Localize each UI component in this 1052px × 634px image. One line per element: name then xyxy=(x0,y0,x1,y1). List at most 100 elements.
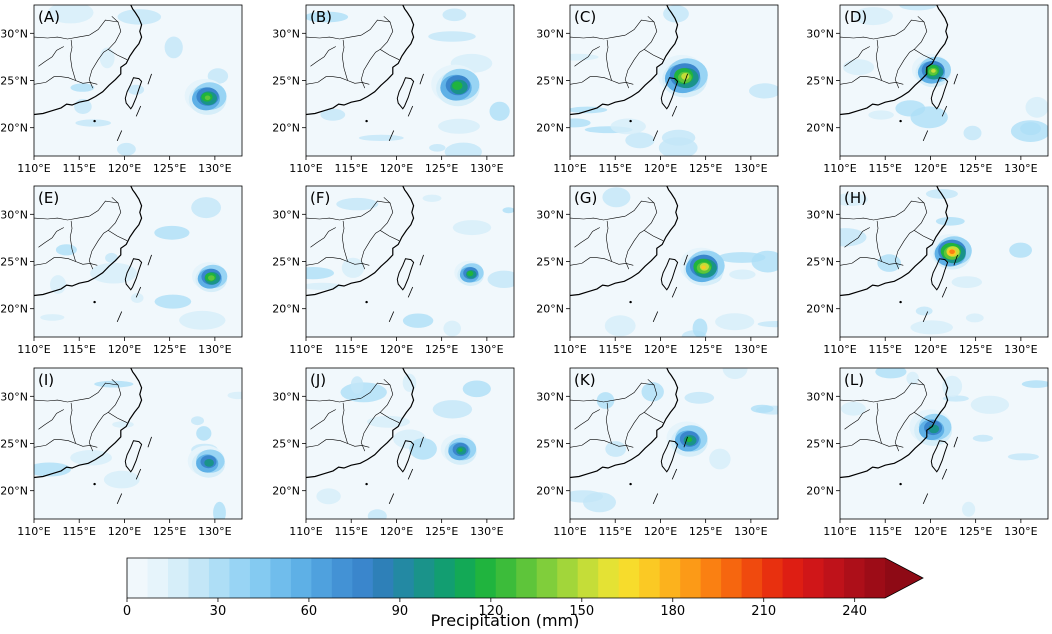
province-boundary xyxy=(574,237,589,248)
light-rain-patch xyxy=(915,306,933,316)
lon-tick-label: 125°E xyxy=(959,162,992,175)
province-boundary xyxy=(310,56,325,67)
province-boundary xyxy=(34,439,98,448)
province-boundary xyxy=(323,409,336,421)
light-rain-patch xyxy=(729,269,756,280)
light-rain-patch xyxy=(718,252,766,263)
panel: (B) 110°E 115°E 120°E 125°E 130°E 20°N 25°N 30°N xyxy=(272,4,515,175)
province-boundary xyxy=(895,382,925,399)
colorbar-tick-label: 120 xyxy=(478,604,503,619)
light-rain-patch xyxy=(428,31,476,42)
province-boundary xyxy=(341,39,348,81)
colorbar-segment xyxy=(208,558,231,598)
light-rain-patch xyxy=(840,193,868,206)
lat-tick-label: 20°N xyxy=(0,122,28,135)
lat-tick-label: 25°N xyxy=(536,256,564,269)
lon-tick-label: 110°E xyxy=(289,343,322,356)
light-rain-patch xyxy=(179,310,226,330)
colorbar-segment xyxy=(290,558,312,598)
island-mark xyxy=(899,119,902,123)
lat-tick-label: 20°N xyxy=(536,122,564,135)
taiwan-outline xyxy=(124,258,143,291)
light-rain-patch xyxy=(341,257,365,278)
colorbar-segment xyxy=(700,558,722,598)
lat-tick-label: 25°N xyxy=(536,438,564,451)
light-rain-patch xyxy=(462,380,491,398)
province-boundary xyxy=(88,230,109,270)
province-boundary xyxy=(88,49,109,89)
light-rain-patch xyxy=(757,321,778,328)
province-boundary xyxy=(894,412,915,452)
light-rain-patch xyxy=(196,426,212,441)
light-rain-patch xyxy=(684,391,715,404)
coastline xyxy=(840,186,949,297)
colorbar-segment xyxy=(495,558,517,598)
lon-tick-label: 125°E xyxy=(153,343,186,356)
lon-tick-label: 125°E xyxy=(153,162,186,175)
lat-tick-label: 20°N xyxy=(806,122,834,135)
light-rain-patch xyxy=(213,501,226,519)
province-boundary xyxy=(380,412,400,423)
province-boundary xyxy=(360,230,381,270)
island-mark xyxy=(953,254,958,266)
lon-tick-label: 130°E xyxy=(470,162,503,175)
lat-tick-label: 25°N xyxy=(272,75,300,88)
light-rain-patch xyxy=(1007,453,1039,461)
lon-tick-label: 110°E xyxy=(17,162,50,175)
light-rain-patch xyxy=(942,395,969,402)
lon-tick-label: 125°E xyxy=(153,525,186,538)
province-boundary xyxy=(913,197,928,231)
province-boundary xyxy=(587,227,600,239)
province-boundary xyxy=(875,402,882,444)
light-rain-patch xyxy=(443,320,462,337)
light-rain-patch xyxy=(34,462,71,477)
coastline xyxy=(306,186,415,297)
panel-label: (D) xyxy=(844,8,867,26)
light-rain-patch xyxy=(402,373,417,392)
province-boundary xyxy=(360,412,381,452)
lon-tick-label: 125°E xyxy=(425,525,458,538)
light-rain-patch xyxy=(70,83,95,92)
light-rain-patch xyxy=(906,371,919,385)
colorbar-segment xyxy=(475,558,497,598)
lon-tick-label: 115°E xyxy=(334,525,367,538)
island-mark xyxy=(93,300,96,304)
map-background xyxy=(840,368,1048,519)
island-mark xyxy=(147,436,152,448)
light-rain-patch xyxy=(596,392,615,409)
colorbar-segment xyxy=(864,558,886,598)
province-boundary xyxy=(69,220,76,262)
lat-tick-label: 30°N xyxy=(0,390,28,403)
light-rain-patch xyxy=(306,11,349,23)
lon-tick-label: 130°E xyxy=(1004,162,1037,175)
colorbar-segment xyxy=(557,558,579,598)
lon-tick-label: 130°E xyxy=(1004,343,1037,356)
colorbar-segment xyxy=(270,558,292,598)
province-boundary xyxy=(570,257,634,266)
light-rain-patch xyxy=(350,376,364,394)
island-mark xyxy=(407,468,414,480)
coastline xyxy=(570,5,679,116)
lon-tick-label: 120°E xyxy=(644,162,677,175)
province-boundary xyxy=(379,16,394,50)
province-boundary xyxy=(306,257,370,266)
panel-label: (E) xyxy=(38,189,59,207)
island-mark xyxy=(941,468,948,480)
lat-tick-label: 25°N xyxy=(806,256,834,269)
light-rain-patch xyxy=(47,5,94,24)
island-mark xyxy=(922,311,929,323)
lon-tick-label: 130°E xyxy=(1004,525,1037,538)
lat-tick-label: 30°N xyxy=(536,27,564,40)
light-rain-patch xyxy=(605,441,627,457)
lat-tick-label: 30°N xyxy=(536,390,564,403)
lon-tick-label: 120°E xyxy=(380,525,413,538)
lat-tick-label: 20°N xyxy=(0,303,28,316)
island-mark xyxy=(629,300,632,304)
colorbar-segment xyxy=(147,558,169,598)
lon-tick-label: 115°E xyxy=(598,162,631,175)
light-rain-patch xyxy=(442,8,467,22)
light-rain-patch xyxy=(191,197,222,219)
coastline xyxy=(34,186,143,297)
island-mark xyxy=(922,130,929,142)
panel: (J) 110°E 115°E 120°E 125°E 130°E 20°N 25°N 30°N xyxy=(272,367,515,538)
